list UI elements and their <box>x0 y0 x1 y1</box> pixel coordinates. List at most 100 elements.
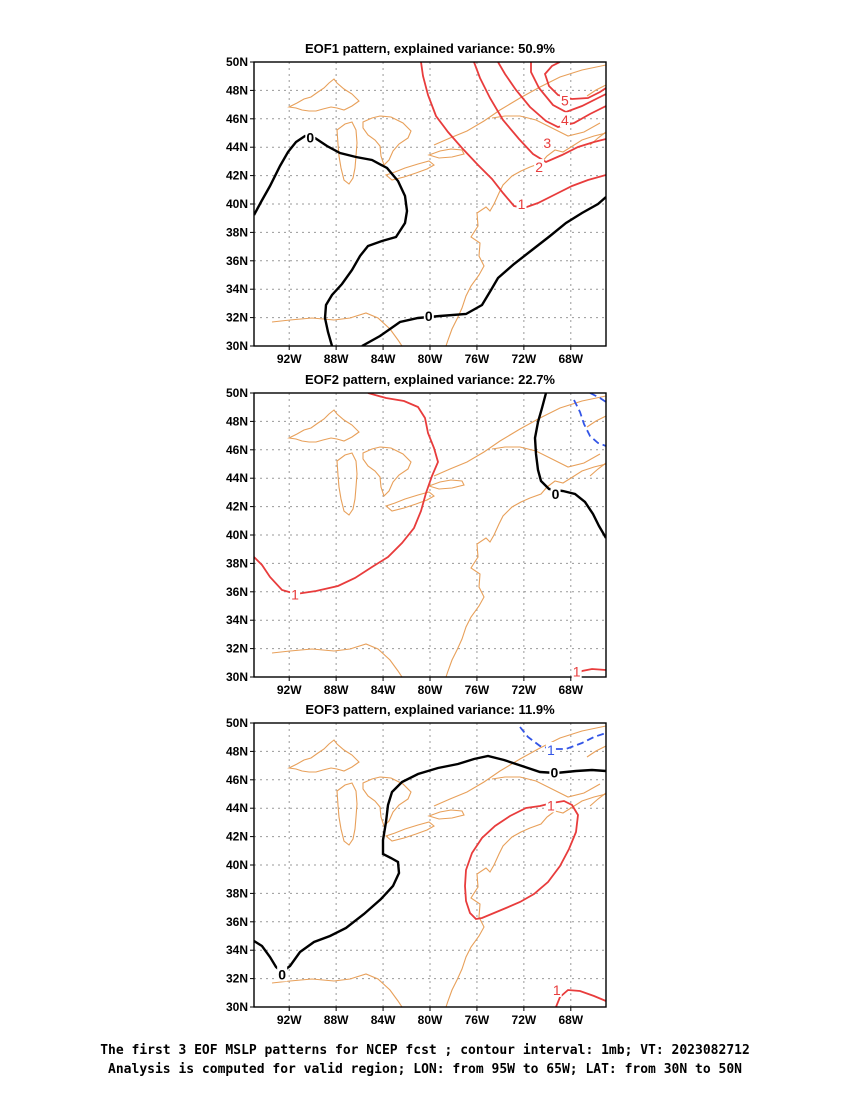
lon-tick-label: 76W <box>465 683 490 697</box>
lat-tick-label: 36N <box>226 915 248 929</box>
lat-tick-label: 34N <box>226 613 248 627</box>
lon-tick-label: 68W <box>558 683 583 697</box>
lat-tick-label: 40N <box>226 528 248 542</box>
lat-tick-label: 30N <box>226 339 248 353</box>
grid <box>254 723 606 1007</box>
lon-tick-label: 76W <box>465 1013 490 1027</box>
contour-label-bg <box>516 196 527 211</box>
contour-label-bg <box>559 92 570 108</box>
contour-label: 2 <box>535 159 543 175</box>
lat-tick-label: 46N <box>226 443 248 457</box>
lon-tick-label: 92W <box>277 683 302 697</box>
lat-tick-label: 48N <box>226 414 248 428</box>
lon-tick-label: 88W <box>324 352 349 366</box>
lat-tick-label: 40N <box>226 197 248 211</box>
contour-label: 0 <box>552 486 560 502</box>
lon-tick-label: 76W <box>465 352 490 366</box>
coastline <box>271 395 606 677</box>
negative-contours <box>519 726 606 750</box>
contour-label: 0 <box>278 966 286 982</box>
lat-tick-label: 32N <box>226 972 248 986</box>
caption-line-1: The first 3 EOF MSLP patterns for NCEP f… <box>100 1043 750 1058</box>
panel-eof3: EOF3 pattern, explained variance: 11.9% <box>226 702 607 1027</box>
panel-title: EOF3 pattern, explained variance: 11.9% <box>305 702 555 717</box>
panel-eof2: EOF2 pattern, explained variance: 22.7% <box>226 372 607 697</box>
map-area <box>254 725 606 1007</box>
lon-tick-label: 88W <box>324 1013 349 1027</box>
contour-label: 5 <box>561 92 569 108</box>
lat-tick-label: 42N <box>226 830 248 844</box>
lat-tick-label: 34N <box>226 943 248 957</box>
lat-tick-label: 44N <box>226 801 248 815</box>
lon-tick-label: 80W <box>418 352 443 366</box>
contour-label: 1 <box>291 587 299 603</box>
contour-labels: 1 0 1 <box>290 485 582 679</box>
lon-tick-label: 68W <box>558 1013 583 1027</box>
contour-labels: 0 0 1 234 5 <box>305 92 570 324</box>
contour-label-bg <box>534 159 545 175</box>
lat-tick-label: 36N <box>226 585 248 599</box>
axis-ticks: 92W 88W 84W 80W 76W 72W 68W 30N 32N 34N 36N 38N 40N 4… <box>226 716 584 1027</box>
lon-tick-label: 72W <box>512 1013 537 1027</box>
zero-contour <box>254 134 606 346</box>
negative-contours <box>573 393 606 447</box>
lat-tick-label: 32N <box>226 311 248 325</box>
lat-tick-label: 38N <box>226 556 248 570</box>
lon-tick-label: 88W <box>324 683 349 697</box>
lon-tick-label: 84W <box>371 1013 396 1027</box>
positive-contours <box>420 62 606 209</box>
lat-tick-label: 38N <box>226 886 248 900</box>
contour-label-bg <box>290 586 301 602</box>
lat-tick-label: 30N <box>226 1000 248 1014</box>
map-area <box>254 62 606 346</box>
axis-ticks: 92W 88W 84W 80W 76W 72W 68W 30N 32N 34N 36N 38N 40N 4… <box>226 386 584 697</box>
contour-label: 1 <box>547 742 555 758</box>
panel-title: EOF1 pattern, explained variance: 50.9% <box>305 41 555 56</box>
contour-label-bg <box>549 764 560 780</box>
contour-label-bg <box>542 134 553 150</box>
contour-label-bg <box>423 308 434 324</box>
lon-tick-label: 72W <box>512 352 537 366</box>
lon-tick-label: 80W <box>418 683 443 697</box>
lat-tick-label: 48N <box>226 744 248 758</box>
lon-tick-label: 92W <box>277 1013 302 1027</box>
zero-contour <box>254 754 606 974</box>
lat-tick-label: 42N <box>226 500 248 514</box>
lon-tick-label: 84W <box>371 683 396 697</box>
axis-ticks: 92W 88W 84W 80W 76W 72W 68W 30N 32N 34N 36N 38N 40N 4… <box>226 55 584 366</box>
grid <box>254 393 606 677</box>
contour-labels: 0 0 1 1 1 <box>277 741 562 998</box>
contour-label: 1 <box>547 797 555 813</box>
contour-label: 0 <box>425 308 433 324</box>
contour-label-bg <box>277 966 288 982</box>
lat-tick-label: 36N <box>226 254 248 268</box>
lat-tick-label: 32N <box>226 642 248 656</box>
contour-label: 1 <box>573 663 581 679</box>
lat-tick-label: 34N <box>226 282 248 296</box>
lon-tick-label: 68W <box>558 352 583 366</box>
contour-label-bg <box>550 485 561 501</box>
contour-label-bg <box>305 129 316 145</box>
zero-contour <box>533 393 606 539</box>
lat-tick-label: 50N <box>226 55 248 69</box>
lat-tick-label: 46N <box>226 112 248 126</box>
lat-tick-label: 44N <box>226 140 248 154</box>
positive-contours <box>464 800 606 1007</box>
lon-tick-label: 92W <box>277 352 302 366</box>
lat-tick-label: 44N <box>226 471 248 485</box>
contour-label: 1 <box>518 196 526 212</box>
contour-label-bg <box>551 981 562 997</box>
contour-label: 0 <box>550 765 558 781</box>
contour-label: 1 <box>553 982 561 998</box>
contour-label-bg <box>559 112 570 128</box>
lat-tick-label: 48N <box>226 83 248 97</box>
lat-tick-label: 50N <box>226 386 248 400</box>
lat-tick-label: 50N <box>226 716 248 730</box>
caption-line-2: Analysis is computed for valid region; L… <box>108 1062 742 1077</box>
contour-label-bg <box>571 663 582 679</box>
lon-tick-label: 72W <box>512 683 537 697</box>
lat-tick-label: 38N <box>226 225 248 239</box>
coastline <box>271 64 606 346</box>
contour-label: 0 <box>306 129 314 145</box>
